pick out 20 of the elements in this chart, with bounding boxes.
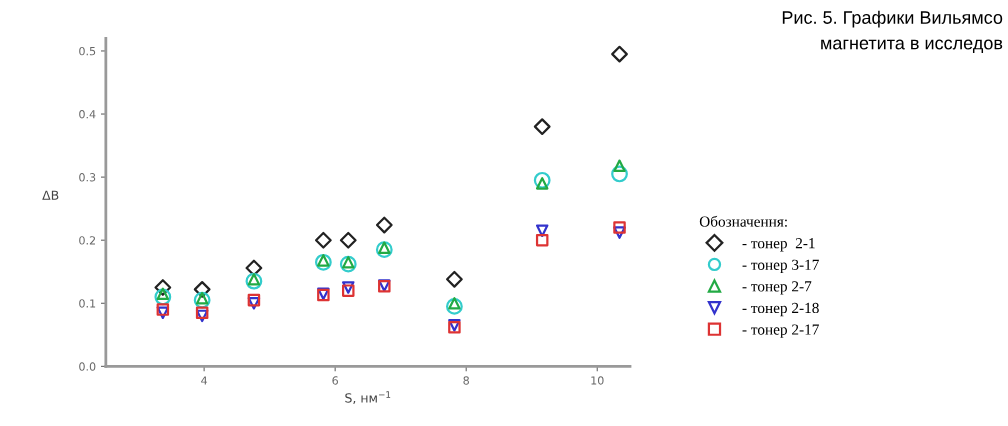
x-tick-label: 4	[201, 376, 208, 385]
y-tick-label: 0.5	[79, 46, 96, 56]
y-tick-label: 0.3	[79, 173, 96, 182]
legend-label: - тонер 3-17	[742, 259, 819, 274]
legend-label: - тонер 2-1	[742, 238, 815, 252]
y-tick-label: 0.4	[79, 110, 96, 119]
y-tick-label: 0.0	[79, 362, 96, 371]
legend-label: - тонер 2-7	[742, 281, 812, 295]
x-tick-label: 10	[591, 376, 604, 385]
x-tick-label: 6	[332, 376, 338, 385]
y-tick-label: 0.1	[79, 299, 96, 308]
legend-label: - тонер 2-18	[742, 302, 819, 317]
text: Рис. 5. Графики Вильямсо	[782, 10, 1003, 28]
x-axis-title: S, нм$^{−1}$	[345, 391, 391, 404]
text: магнетита в исследов	[821, 39, 1003, 53]
y-axis-title: ΔB	[42, 190, 59, 200]
x-tick-label: 8	[463, 376, 469, 385]
legend-title: Обозначення:	[699, 215, 787, 227]
legend-label: - тонер 2-17	[742, 324, 819, 338]
y-tick-label: 0.2	[79, 236, 96, 245]
